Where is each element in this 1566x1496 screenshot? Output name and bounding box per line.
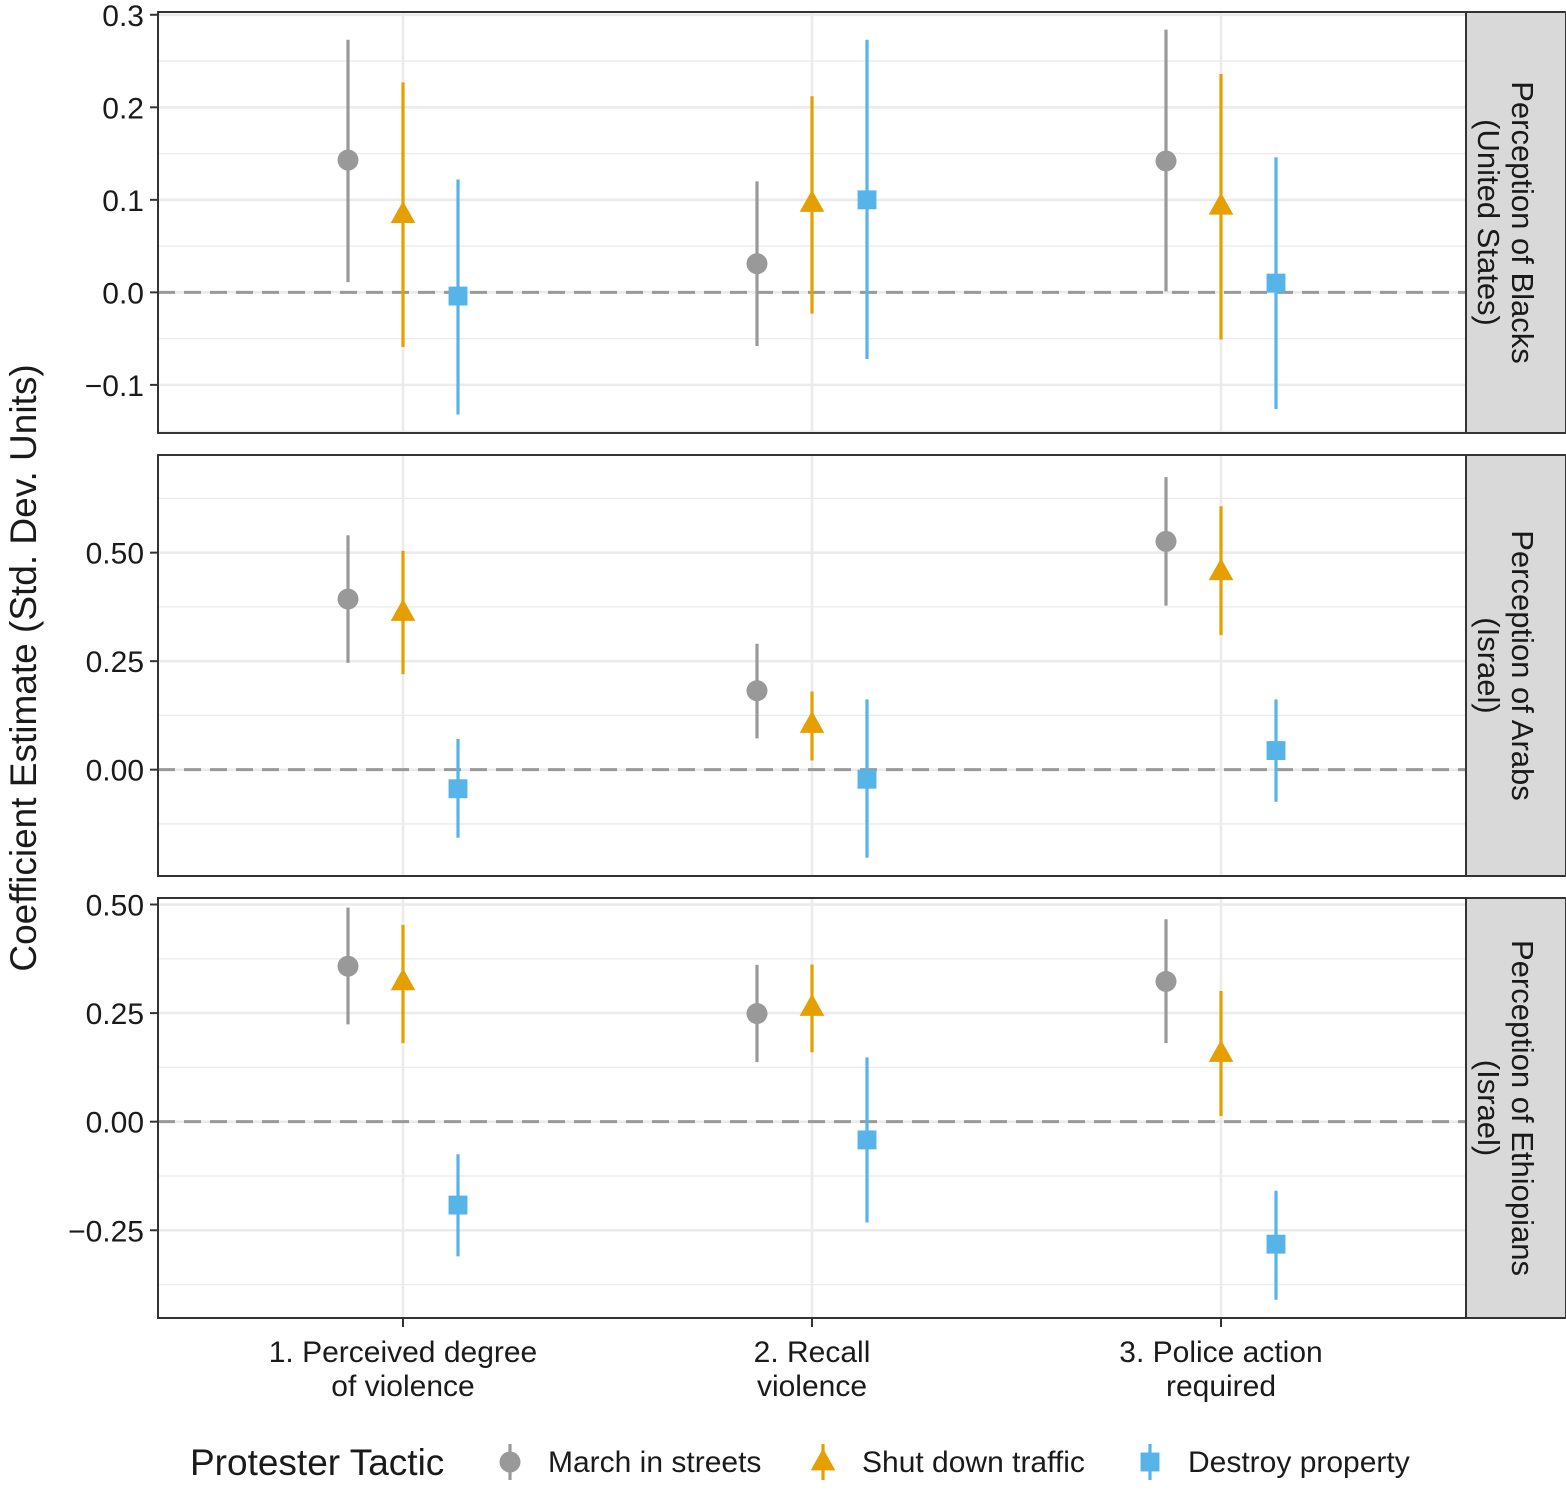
estimate-point	[857, 190, 877, 210]
facet-panel: 0.00 0.25 0.50 Perception of Arabs(Israel)	[86, 454, 1566, 877]
estimate-point	[799, 993, 825, 1016]
x-axis: 1. Perceived degree of violence 2. Recall v…	[269, 1318, 1323, 1403]
y-tick-label: 0.50	[86, 538, 144, 571]
legend-key-triangle	[810, 1448, 836, 1471]
estimate-point	[746, 1003, 768, 1025]
estimate-point	[337, 955, 359, 977]
facet-panel: −0.1 0.0 0.1 0.2 0.3 Perception of Blacks(Uni…	[85, 0, 1566, 434]
legend-title: Protester Tactic	[190, 1442, 444, 1483]
facet-strip	[1465, 11, 1566, 434]
legend-label: March in streets	[548, 1446, 761, 1479]
estimate-point	[799, 710, 825, 733]
legend-label: Shut down traffic	[862, 1446, 1085, 1479]
estimate-point	[448, 1195, 468, 1215]
x-tick-label: 1. Perceived degree of violence	[269, 1336, 538, 1403]
y-tick-label: 0.2	[102, 92, 144, 125]
estimate-point	[1155, 530, 1177, 552]
facet-panels: −0.1 0.0 0.1 0.2 0.3 Perception of Blacks(Uni…	[68, 0, 1566, 1319]
estimate-point	[857, 1130, 877, 1150]
estimate-point	[448, 286, 468, 306]
estimate-point	[337, 588, 359, 610]
y-tick-label: 0.00	[86, 1107, 144, 1140]
estimate-point	[799, 189, 825, 212]
estimate-point	[746, 253, 768, 275]
estimate-point	[1208, 1039, 1234, 1062]
facet-panel: −0.25 0.00 0.25 0.50 Perception of Ethiopian…	[68, 890, 1566, 1319]
facet-strip-label: Perception of Arabs(Israel)	[1471, 530, 1540, 801]
y-tick-label: 0.25	[86, 646, 144, 679]
estimate-point	[1208, 192, 1234, 215]
estimate-point	[390, 968, 416, 991]
y-tick-label: −0.1	[85, 370, 144, 403]
y-tick-label: −0.25	[68, 1215, 144, 1248]
estimate-point	[337, 149, 359, 171]
estimate-point	[390, 200, 416, 224]
estimate-point	[746, 680, 768, 702]
y-tick-label: 0.25	[86, 998, 144, 1031]
facet-strip-label: Perception of Blacks(United States)	[1471, 81, 1540, 364]
estimate-point	[448, 779, 468, 799]
y-axis-title: Coefficient Estimate (Std. Dev. Units)	[3, 364, 44, 971]
y-tick-label: 0.3	[102, 0, 144, 33]
y-tick-label: 0.0	[102, 277, 144, 310]
estimate-point	[1208, 558, 1234, 581]
facet-strip-label: Perception of Ethiopians(Israel)	[1471, 940, 1540, 1276]
estimate-point	[1155, 150, 1177, 172]
legend: Protester Tactic March in streets Shut dow…	[190, 1442, 1410, 1483]
y-tick-label: 0.50	[86, 890, 144, 923]
legend-key-circle	[499, 1451, 521, 1473]
legend-key-square	[1140, 1452, 1160, 1472]
estimate-point	[857, 769, 877, 789]
estimate-point	[1266, 273, 1286, 293]
y-tick-label: 0.1	[102, 185, 144, 218]
x-tick-label: 2. Recall violence	[754, 1336, 871, 1403]
estimate-point	[390, 598, 416, 621]
legend-label: Destroy property	[1188, 1446, 1410, 1479]
facet-strip	[1465, 454, 1566, 877]
estimate-point	[1155, 970, 1177, 992]
estimate-point	[1266, 741, 1286, 761]
x-tick-label: 3. Police action required	[1119, 1336, 1322, 1403]
facet-strip	[1465, 897, 1566, 1319]
y-tick-label: 0.00	[86, 755, 144, 788]
estimate-point	[1266, 1234, 1286, 1254]
